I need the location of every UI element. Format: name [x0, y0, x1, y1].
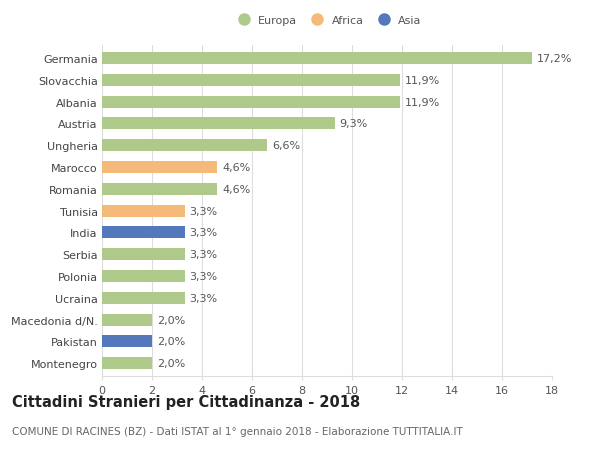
- Bar: [102, 140, 267, 152]
- Bar: [102, 205, 185, 217]
- Text: 9,3%: 9,3%: [340, 119, 368, 129]
- Bar: [102, 53, 532, 65]
- Text: 17,2%: 17,2%: [537, 54, 572, 64]
- Legend: Europa, Africa, Asia: Europa, Africa, Asia: [228, 12, 426, 31]
- Bar: [102, 249, 185, 261]
- Text: 3,3%: 3,3%: [190, 206, 218, 216]
- Text: 11,9%: 11,9%: [404, 76, 440, 86]
- Text: 3,3%: 3,3%: [190, 250, 218, 260]
- Text: 2,0%: 2,0%: [157, 358, 185, 368]
- Text: Cittadini Stranieri per Cittadinanza - 2018: Cittadini Stranieri per Cittadinanza - 2…: [12, 394, 360, 409]
- Text: 6,6%: 6,6%: [272, 141, 300, 151]
- Bar: [102, 75, 400, 87]
- Text: 3,3%: 3,3%: [190, 293, 218, 303]
- Bar: [102, 358, 152, 369]
- Text: 2,0%: 2,0%: [157, 315, 185, 325]
- Bar: [102, 292, 185, 304]
- Bar: [102, 184, 217, 196]
- Text: 4,6%: 4,6%: [222, 185, 250, 195]
- Text: 3,3%: 3,3%: [190, 228, 218, 238]
- Text: 4,6%: 4,6%: [222, 162, 250, 173]
- Bar: [102, 162, 217, 174]
- Bar: [102, 270, 185, 282]
- Text: 3,3%: 3,3%: [190, 271, 218, 281]
- Bar: [102, 314, 152, 326]
- Bar: [102, 118, 335, 130]
- Bar: [102, 227, 185, 239]
- Text: COMUNE DI RACINES (BZ) - Dati ISTAT al 1° gennaio 2018 - Elaborazione TUTTITALIA: COMUNE DI RACINES (BZ) - Dati ISTAT al 1…: [12, 426, 463, 436]
- Bar: [102, 96, 400, 108]
- Text: 11,9%: 11,9%: [404, 97, 440, 107]
- Text: 2,0%: 2,0%: [157, 336, 185, 347]
- Bar: [102, 336, 152, 347]
